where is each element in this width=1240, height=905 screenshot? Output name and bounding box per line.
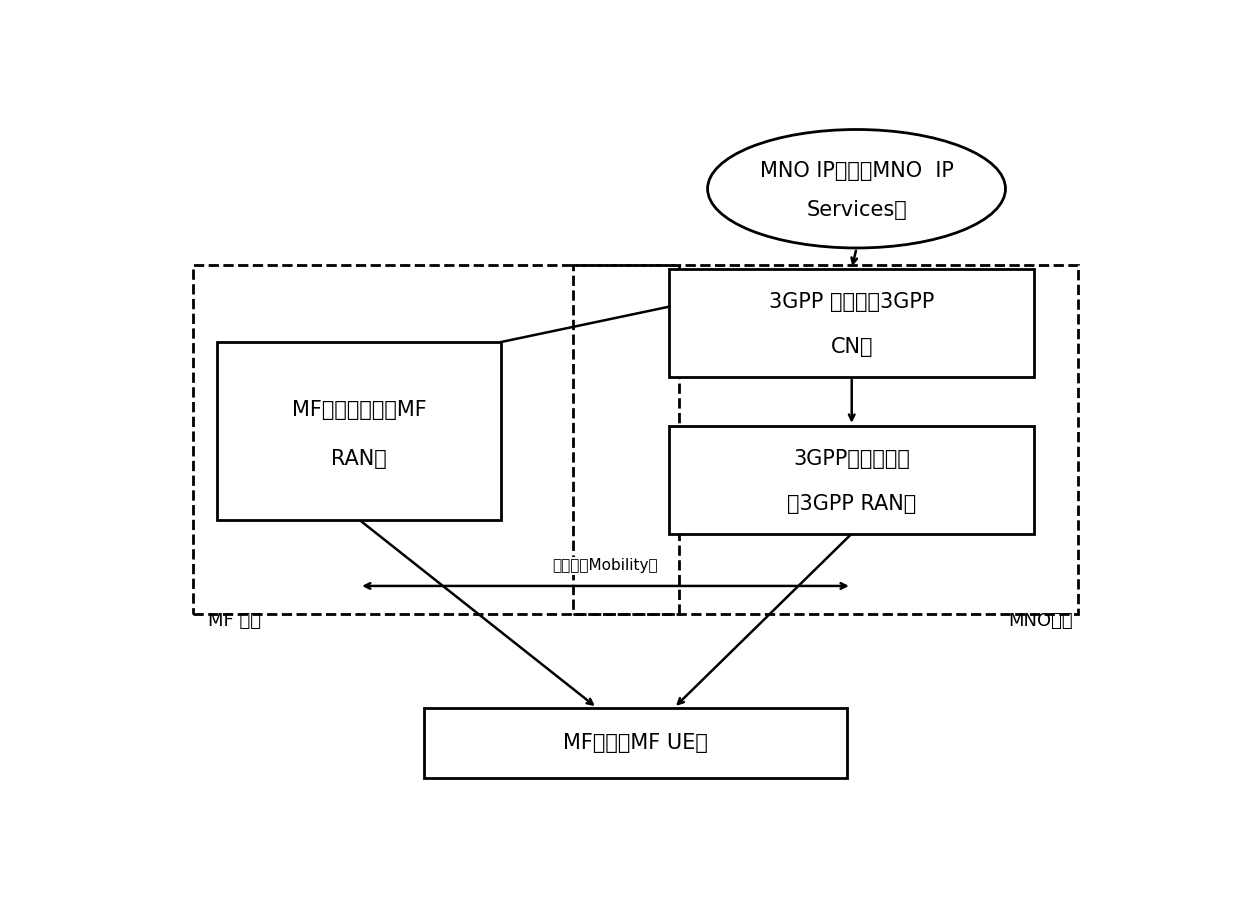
Text: MNO网络: MNO网络 — [1008, 612, 1073, 630]
Text: 3GPP无线接入网: 3GPP无线接入网 — [794, 449, 910, 469]
Text: MNO IP服务（MNO  IP: MNO IP服务（MNO IP — [760, 161, 954, 181]
Text: MF 网络: MF 网络 — [208, 612, 260, 630]
Bar — [193, 265, 678, 614]
Bar — [217, 342, 501, 519]
Bar — [670, 425, 1034, 534]
Text: RAN）: RAN） — [331, 449, 387, 469]
Bar — [573, 265, 1078, 614]
Ellipse shape — [708, 129, 1006, 248]
Text: Services）: Services） — [806, 200, 906, 220]
Text: MF无线接入网（MF: MF无线接入网（MF — [291, 400, 427, 420]
Bar — [424, 708, 847, 777]
Text: （3GPP RAN）: （3GPP RAN） — [787, 494, 916, 514]
Text: CN）: CN） — [831, 338, 873, 357]
Text: 3GPP 核心网（3GPP: 3GPP 核心网（3GPP — [769, 292, 935, 312]
Text: 移动性（Mobility）: 移动性（Mobility） — [553, 558, 658, 574]
Bar — [670, 269, 1034, 376]
Text: MF终端（MF UE）: MF终端（MF UE） — [563, 733, 708, 753]
